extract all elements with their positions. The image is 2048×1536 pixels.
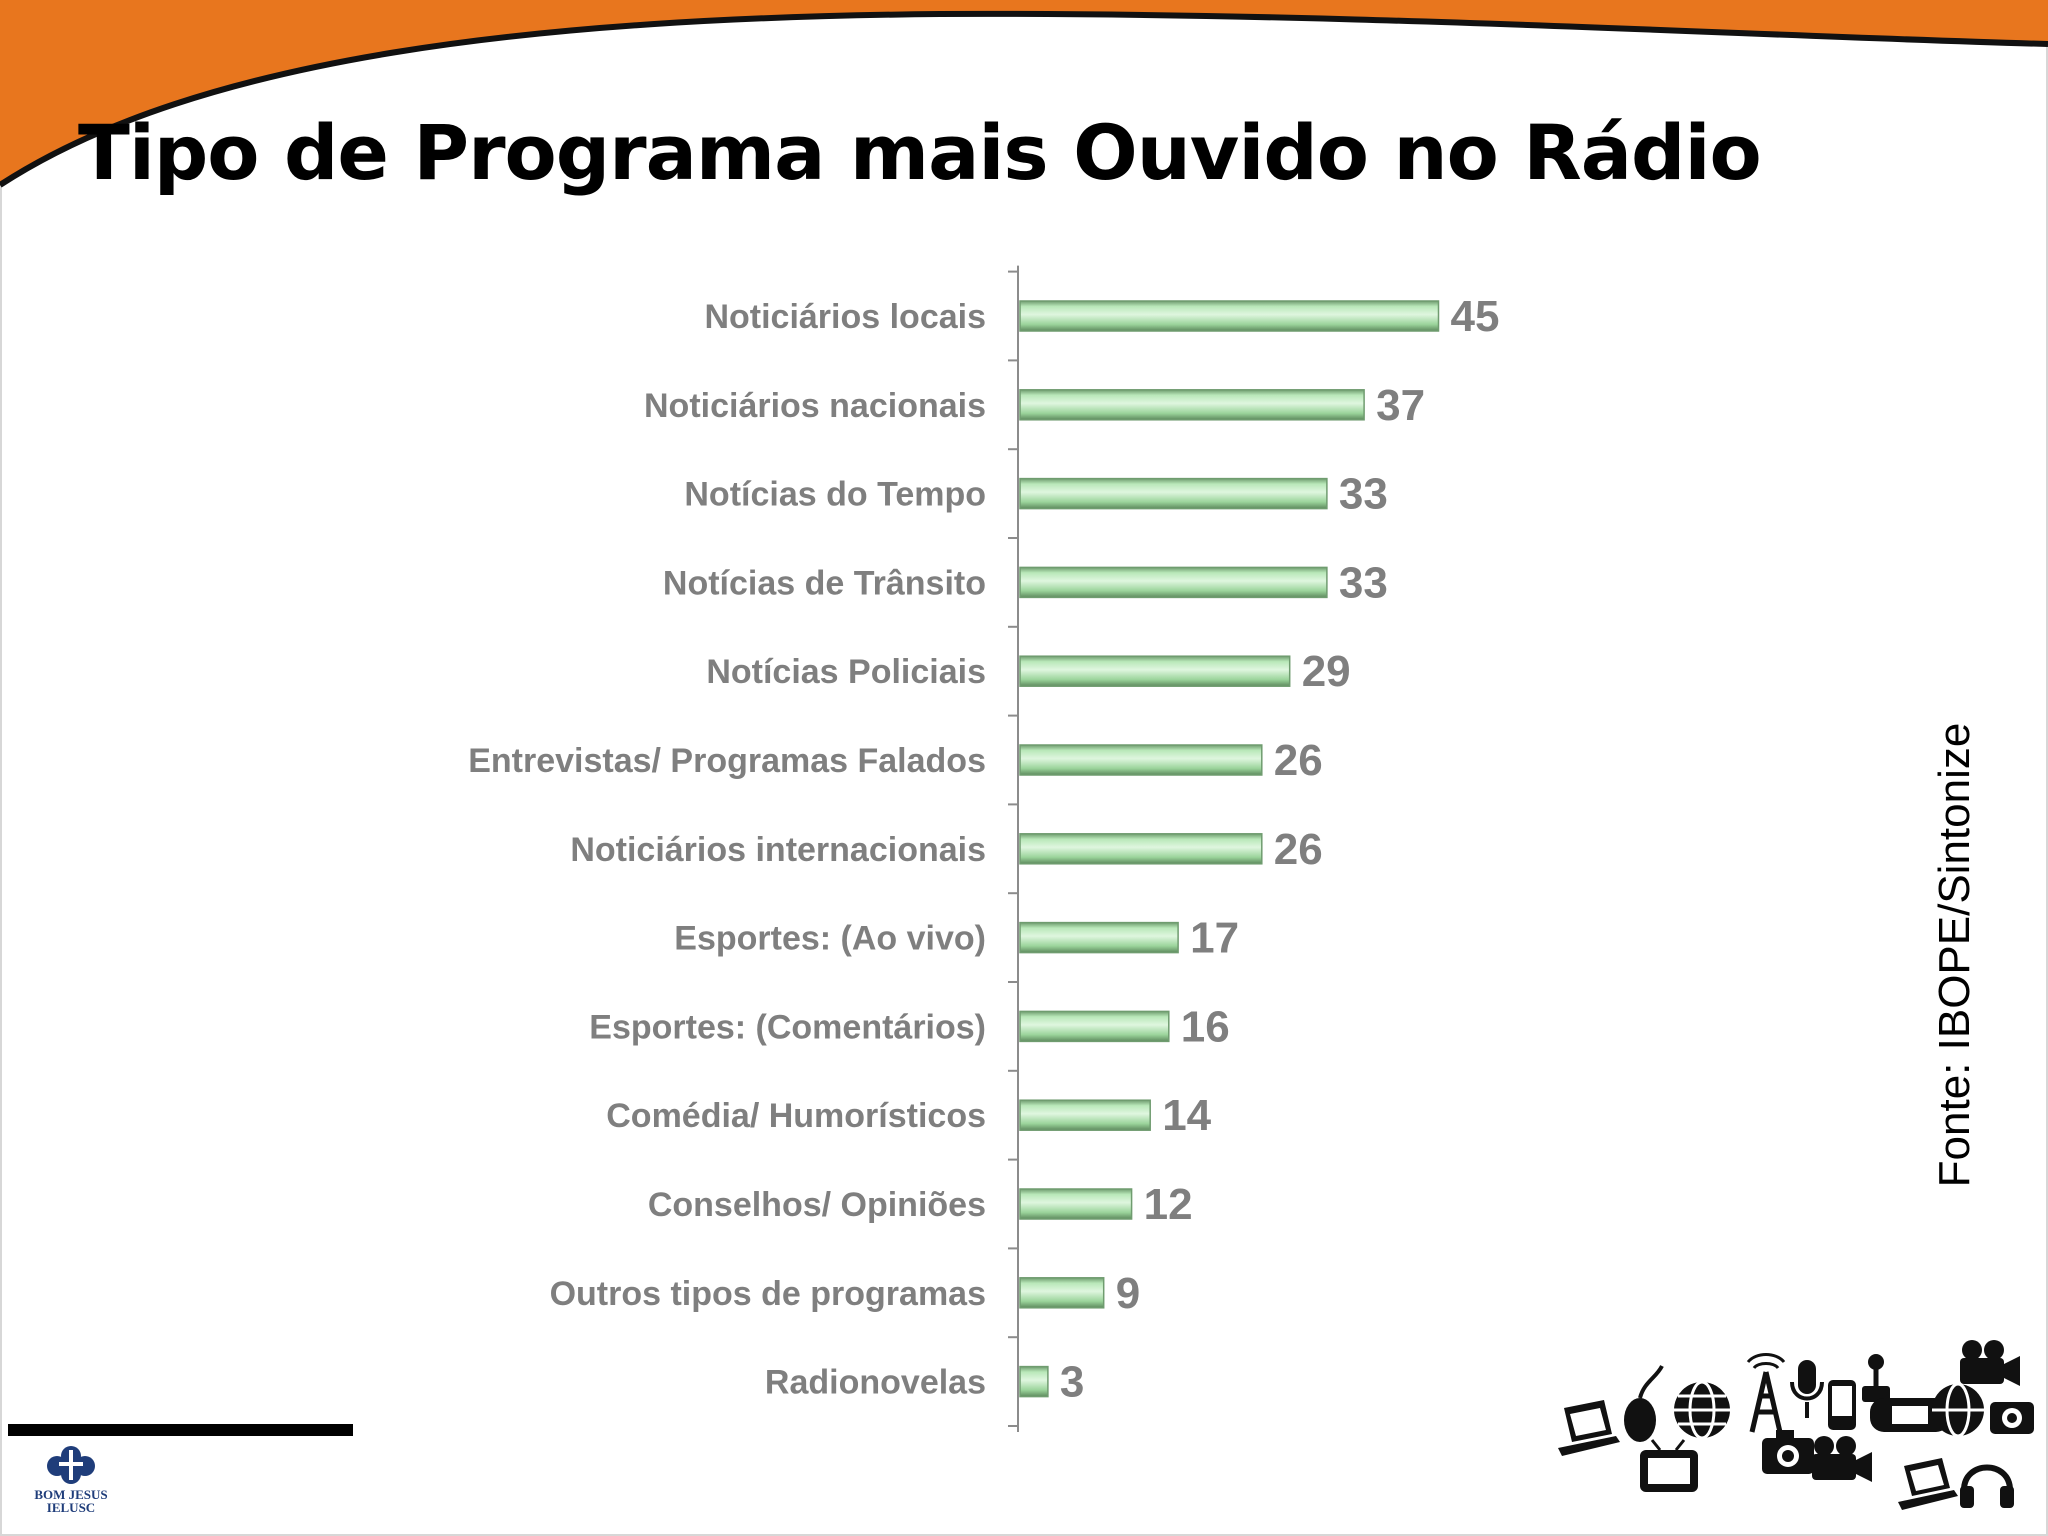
- category-label: Radionovelas: [765, 1364, 986, 1402]
- value-label: 3: [1060, 1358, 1084, 1407]
- camera-icon: [1990, 1402, 2034, 1434]
- header-orange-band: [0, 0, 2048, 185]
- globe-icon: [1674, 1380, 1730, 1440]
- category-label: Notícias de Trânsito: [663, 564, 986, 602]
- bar: [1019, 1365, 1049, 1398]
- laptop-icon: [1558, 1400, 1620, 1456]
- category-label: Noticiários nacionais: [644, 387, 986, 425]
- video-camera-icon: [1812, 1436, 1872, 1482]
- value-label: 16: [1181, 1002, 1230, 1051]
- value-label: 14: [1162, 1091, 1211, 1140]
- globe-icon: [1932, 1382, 1984, 1438]
- category-label: Noticiários internacionais: [570, 831, 986, 869]
- category-label: Notícias do Tempo: [684, 476, 986, 514]
- value-label: 12: [1144, 1180, 1193, 1229]
- logo-name: BOM JESUS: [34, 1487, 108, 1502]
- category-label: Outros tipos de programas: [550, 1275, 986, 1313]
- category-label: Notícias Policiais: [706, 653, 986, 691]
- category-label: Esportes: (Ao vivo): [674, 920, 986, 958]
- microphone-icon: [1790, 1360, 1824, 1418]
- bar: [1019, 1099, 1151, 1131]
- bar: [1019, 921, 1179, 954]
- bar: [1019, 1188, 1133, 1220]
- category-label: Conselhos/ Opiniões: [648, 1186, 986, 1224]
- mobile-phone-icon: [1828, 1380, 1856, 1430]
- header-swoosh: [0, 0, 2048, 188]
- gamepad-icon: [1870, 1398, 1950, 1432]
- value-label: 26: [1274, 736, 1323, 785]
- footer-bar: [8, 1424, 353, 1436]
- value-label: 26: [1274, 825, 1323, 874]
- video-camera-icon: [1960, 1340, 2020, 1386]
- bar: [1019, 566, 1328, 599]
- bar: [1019, 833, 1263, 865]
- bar: [1019, 1277, 1105, 1309]
- slide-title: Tipo de Programa mais Ouvido no Rádio: [78, 108, 1762, 197]
- category-label: Esportes: (Comentários): [589, 1008, 986, 1046]
- value-label: 37: [1376, 381, 1425, 430]
- category-label: Entrevistas/ Programas Falados: [468, 742, 986, 780]
- joystick-icon: [1862, 1354, 1890, 1402]
- value-label: 29: [1302, 647, 1351, 696]
- headset-icon: [1960, 1464, 2014, 1508]
- value-label: 33: [1339, 558, 1388, 607]
- logo-emblem-icon: [47, 1446, 95, 1484]
- source-note: Fonte: IBOPE/Sintonize: [1930, 722, 1979, 1188]
- institution-logo: BOM JESUS IELUSC: [26, 1444, 116, 1514]
- logo-subname: IELUSC: [46, 1500, 96, 1515]
- bar: [1019, 744, 1263, 776]
- chart-category-labels: Noticiários locais Noticiários nacionais N…: [468, 298, 986, 1402]
- bar: [1019, 300, 1440, 332]
- laptop-icon: [1898, 1458, 1958, 1510]
- tv-icon: [1640, 1439, 1698, 1492]
- chart-axis: [1008, 265, 1019, 1432]
- bar: [1019, 389, 1365, 421]
- value-label: 45: [1451, 292, 1500, 341]
- bar: [1019, 477, 1328, 510]
- camera-icon: [1762, 1430, 1814, 1474]
- media-icons-cluster: [1558, 1340, 2034, 1510]
- bar: [1019, 1010, 1170, 1043]
- bar: [1019, 655, 1291, 687]
- chart-bars: [1019, 300, 1440, 1398]
- category-label: Noticiários locais: [704, 298, 986, 336]
- value-label: 17: [1190, 914, 1239, 963]
- value-label: 33: [1339, 470, 1388, 519]
- value-label: 9: [1116, 1269, 1140, 1318]
- mouse-icon: [1624, 1365, 1664, 1442]
- category-label: Comédia/ Humorísticos: [606, 1097, 986, 1135]
- header-dark-stroke: [0, 10, 2048, 188]
- radio-tower-icon: [1746, 1353, 1786, 1433]
